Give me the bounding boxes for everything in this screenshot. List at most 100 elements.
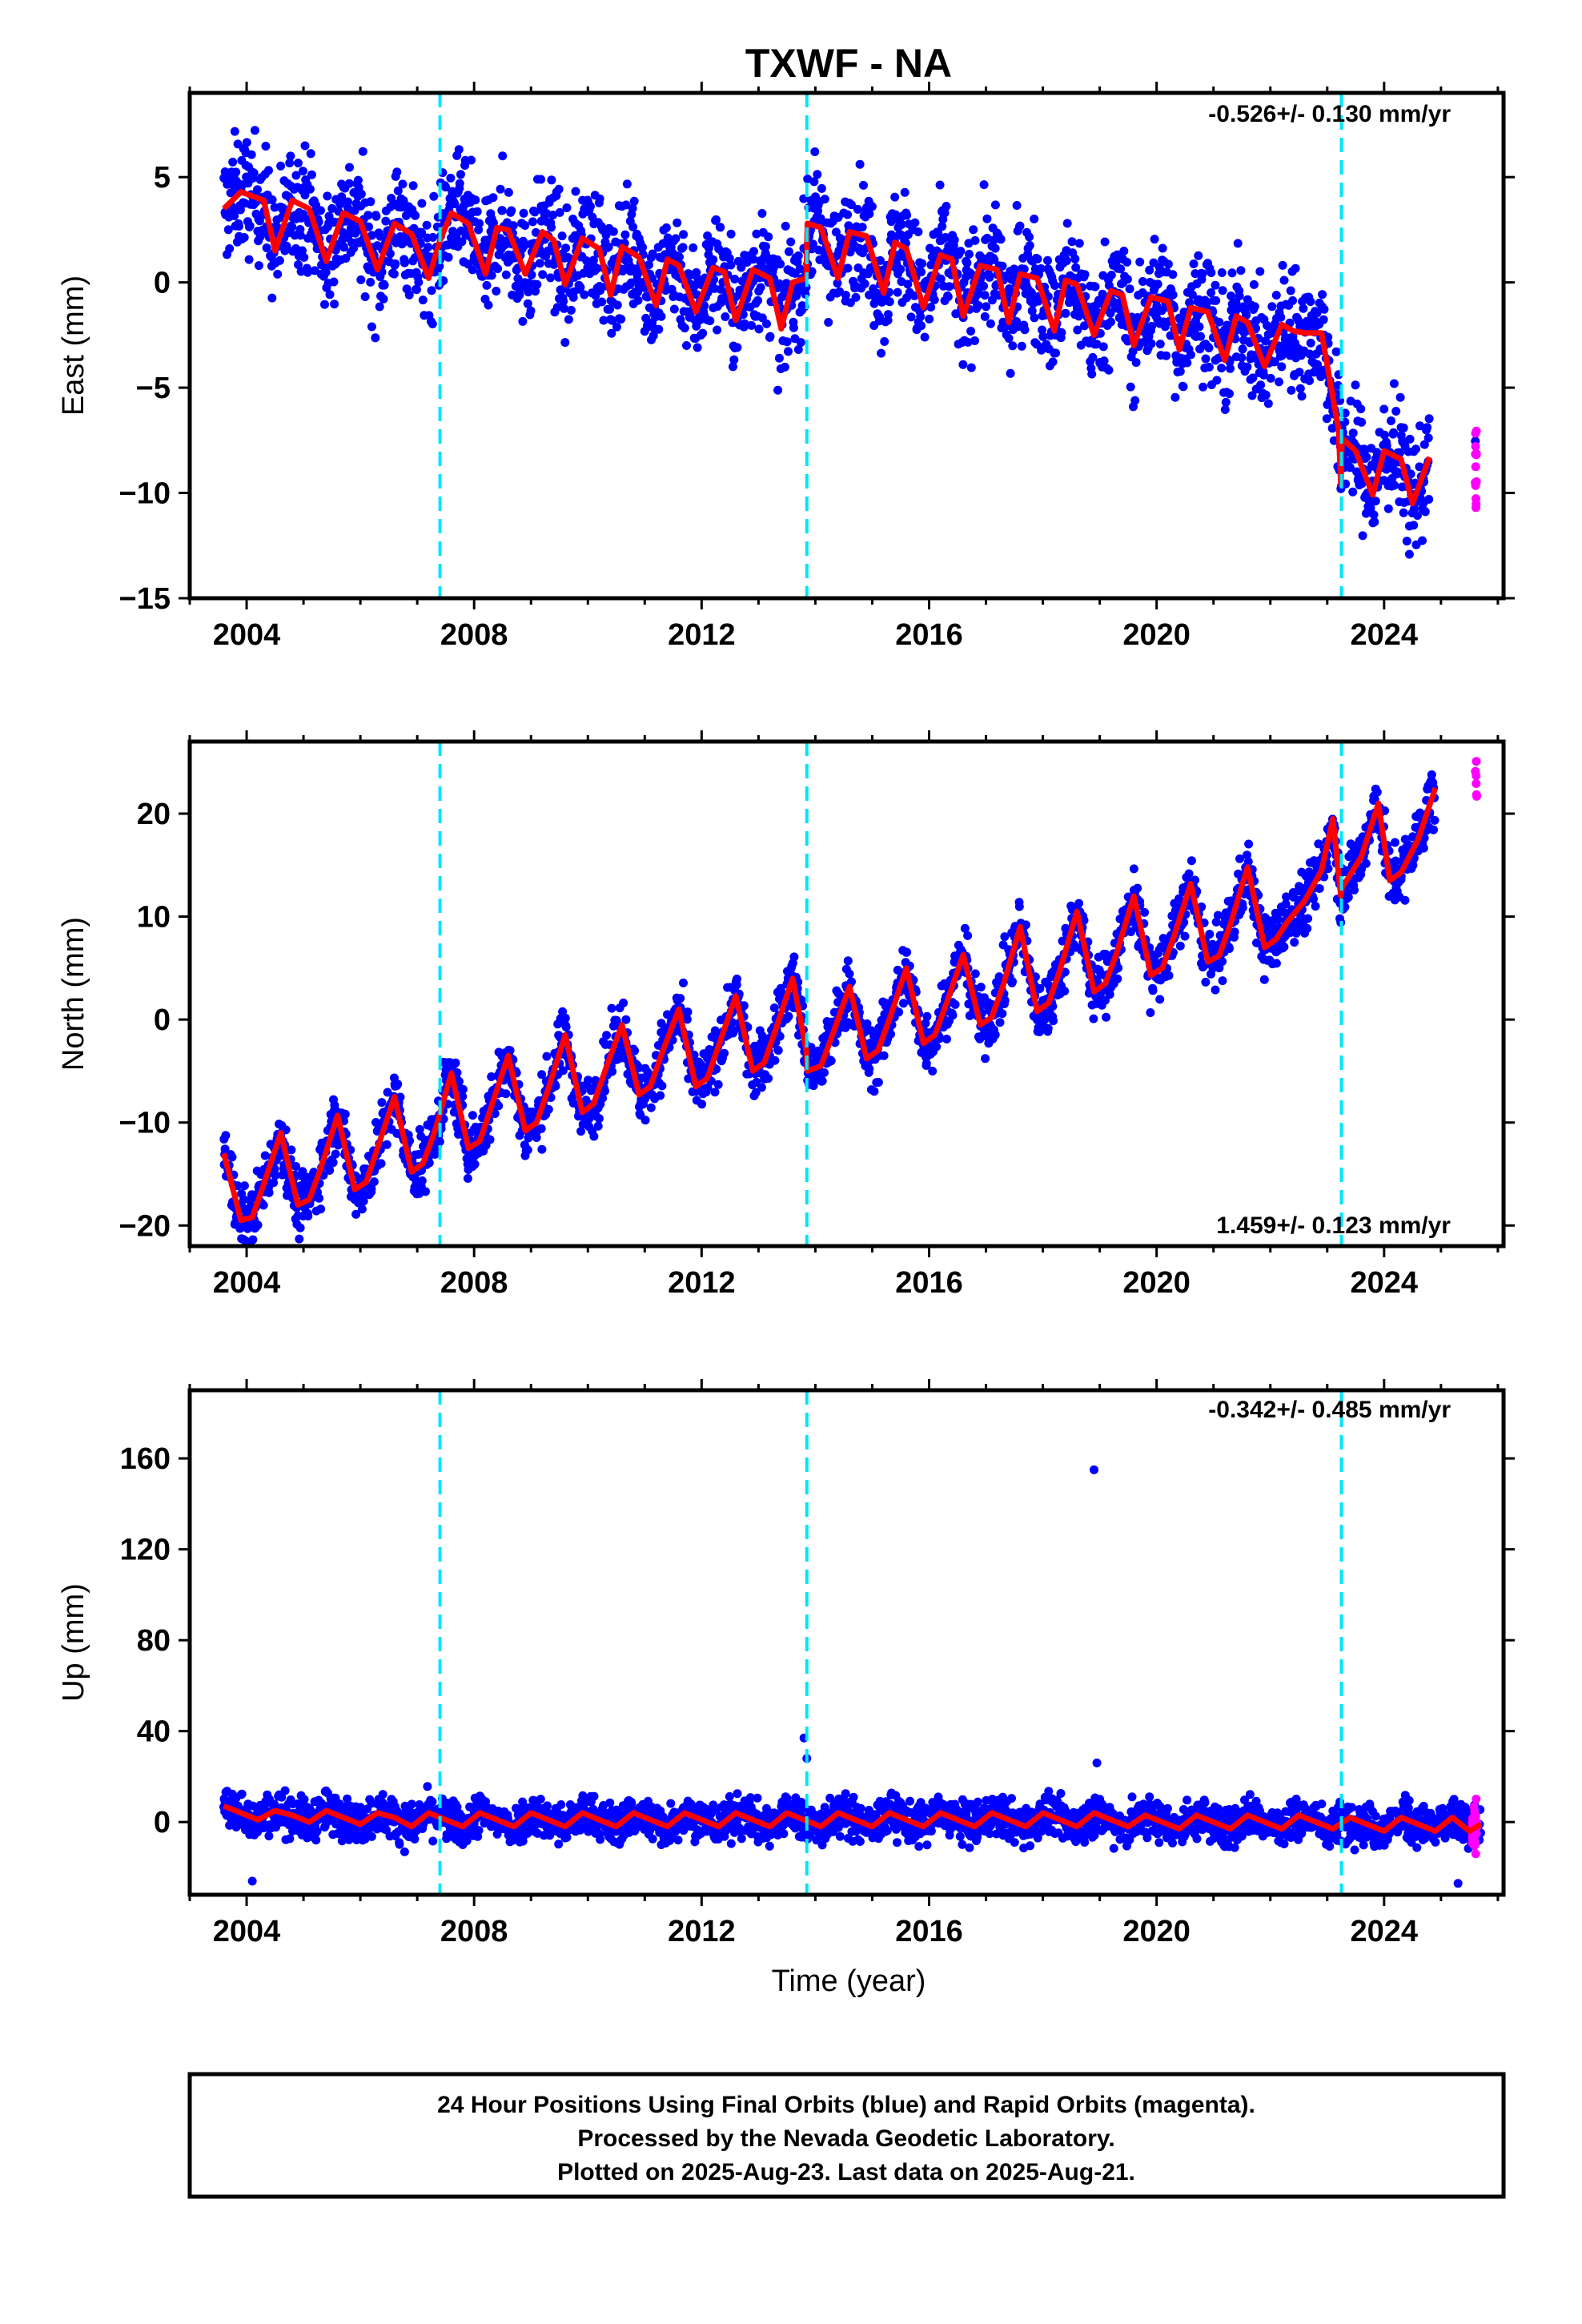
final-orbit-point bbox=[1435, 0, 1443, 5]
final-orbit-point bbox=[1278, 260, 1287, 270]
final-orbit-point bbox=[921, 1059, 931, 1068]
final-orbit-point bbox=[356, 275, 366, 284]
final-orbit-point bbox=[1092, 340, 1102, 349]
final-orbit-point bbox=[494, 1101, 504, 1111]
final-orbit-point bbox=[357, 1204, 367, 1214]
x-tick-label: 2020 bbox=[1122, 618, 1191, 652]
final-orbit-point bbox=[276, 161, 286, 171]
final-orbit-point bbox=[1427, 0, 1436, 5]
final-orbit-point bbox=[239, 233, 249, 242]
final-orbit-point bbox=[1207, 288, 1216, 297]
final-orbit-point bbox=[1389, 379, 1399, 388]
final-orbit-point bbox=[1447, 0, 1456, 5]
final-orbit-point bbox=[1050, 281, 1059, 290]
final-orbit-point bbox=[1312, 308, 1322, 318]
final-orbit-point bbox=[468, 1111, 477, 1120]
final-orbit-point bbox=[1275, 377, 1283, 387]
final-orbit-point bbox=[1420, 507, 1430, 517]
final-orbit-point bbox=[950, 999, 960, 1009]
final-orbit-point bbox=[408, 181, 418, 191]
final-orbit-point bbox=[757, 1083, 766, 1092]
final-orbit-point bbox=[427, 286, 436, 296]
final-orbit-point bbox=[733, 343, 742, 352]
final-orbit-point bbox=[1437, 0, 1446, 5]
final-orbit-point bbox=[411, 211, 420, 220]
final-orbit-point bbox=[1452, 0, 1461, 5]
final-orbit-point bbox=[648, 331, 658, 340]
final-orbit-point bbox=[1444, 0, 1453, 5]
final-orbit-point bbox=[873, 1078, 883, 1087]
final-orbit-point bbox=[468, 265, 477, 275]
final-orbit-point bbox=[221, 1131, 231, 1140]
final-orbit-point bbox=[281, 1125, 291, 1135]
final-orbit-point bbox=[751, 1088, 761, 1097]
final-orbit-point bbox=[1463, 0, 1472, 5]
final-orbit-point bbox=[1175, 367, 1185, 376]
final-orbit-point bbox=[1175, 941, 1185, 951]
final-orbit-point bbox=[1089, 1014, 1098, 1023]
final-orbit-point bbox=[942, 202, 951, 211]
final-orbit-point bbox=[917, 321, 926, 331]
final-orbit-point bbox=[855, 159, 865, 169]
final-orbit-point bbox=[1218, 976, 1227, 986]
final-orbit-point bbox=[1391, 407, 1401, 416]
final-orbit-point bbox=[628, 222, 638, 231]
final-orbit-point bbox=[1266, 373, 1275, 383]
final-orbit-point bbox=[683, 1007, 693, 1017]
final-orbit-point bbox=[1227, 292, 1236, 300]
final-orbit-point bbox=[1153, 279, 1162, 289]
rapid-orbit-point bbox=[1469, 0, 1478, 5]
final-orbit-point bbox=[945, 282, 954, 292]
final-orbit-point bbox=[1430, 0, 1439, 5]
final-orbit-point bbox=[315, 1193, 324, 1203]
final-orbit-point bbox=[1080, 270, 1090, 279]
final-orbit-point bbox=[1030, 313, 1039, 323]
final-orbit-point bbox=[536, 1124, 546, 1133]
final-orbit-point bbox=[1196, 332, 1206, 341]
final-orbit-point bbox=[398, 179, 408, 189]
final-orbit-point bbox=[950, 235, 959, 245]
final-orbit-point bbox=[247, 150, 256, 159]
final-orbit-point bbox=[526, 306, 536, 316]
final-orbit-point bbox=[245, 221, 255, 231]
x-tick-label: 2004 bbox=[213, 618, 281, 652]
final-orbit-point bbox=[784, 1011, 793, 1021]
final-orbit-point bbox=[1465, 0, 1474, 5]
final-orbit-point bbox=[537, 1144, 547, 1154]
final-orbit-point bbox=[1074, 899, 1084, 908]
rapid-orbit-point bbox=[1469, 0, 1478, 5]
final-orbit-point bbox=[379, 280, 389, 290]
y-tick-label: −5 bbox=[136, 372, 171, 405]
final-orbit-point bbox=[1145, 265, 1154, 275]
final-orbit-point bbox=[1067, 237, 1077, 247]
final-orbit-point bbox=[980, 312, 990, 321]
final-orbit-point bbox=[886, 1029, 895, 1039]
final-orbit-point bbox=[1155, 995, 1165, 1004]
final-orbit-point bbox=[1370, 517, 1379, 527]
final-orbit-point bbox=[1238, 344, 1247, 354]
final-orbit-point bbox=[1466, 0, 1475, 5]
final-orbit-point bbox=[385, 249, 395, 259]
final-orbit-point bbox=[383, 1088, 392, 1097]
final-orbit-point bbox=[1389, 428, 1399, 437]
final-orbit-point bbox=[1243, 362, 1252, 372]
final-orbit-point bbox=[1263, 399, 1273, 408]
final-orbit-point bbox=[1236, 266, 1246, 275]
final-orbit-point bbox=[1415, 462, 1424, 472]
final-orbit-point bbox=[1404, 549, 1414, 559]
final-orbit-point bbox=[291, 171, 301, 180]
final-orbit-point bbox=[885, 297, 894, 307]
final-orbit-point bbox=[604, 242, 613, 251]
model-fit-line bbox=[222, 189, 1432, 507]
final-orbit-point bbox=[1439, 0, 1448, 5]
final-orbit-point bbox=[305, 184, 315, 194]
final-orbit-point bbox=[1012, 201, 1022, 210]
final-orbit-point bbox=[960, 923, 970, 933]
final-orbit-point bbox=[230, 211, 239, 220]
final-orbit-point bbox=[1434, 0, 1443, 5]
final-orbit-point bbox=[424, 243, 433, 252]
final-orbit-point bbox=[1129, 864, 1138, 874]
final-orbit-point bbox=[862, 1019, 872, 1028]
final-orbit-point bbox=[679, 230, 689, 239]
final-orbit-point bbox=[938, 222, 947, 231]
